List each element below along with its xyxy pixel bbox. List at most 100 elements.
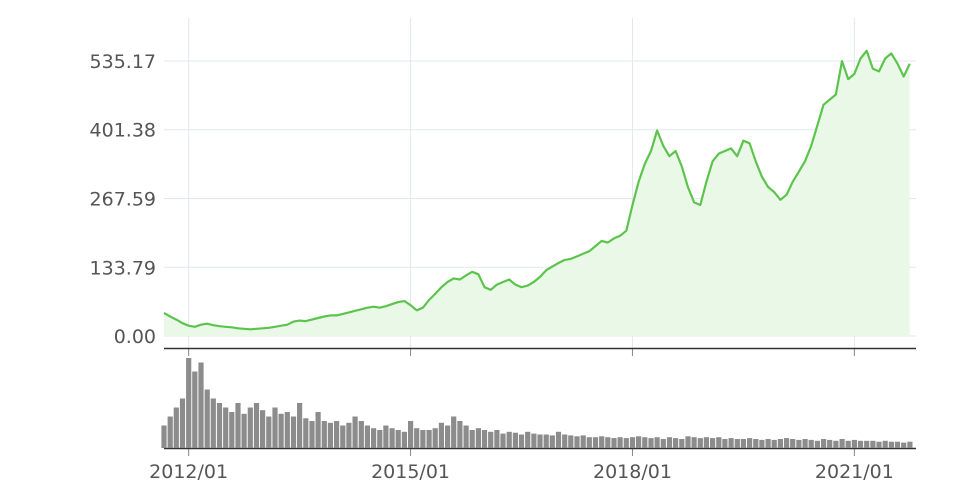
- x-tick-label: 2012/01: [149, 461, 228, 483]
- volume-bar: [679, 439, 685, 448]
- volume-bar: [851, 439, 857, 448]
- volume-bar: [605, 437, 611, 448]
- volume-bar: [648, 438, 654, 448]
- volume-bar: [586, 437, 592, 448]
- volume-bar: [845, 440, 851, 448]
- volume-bar: [716, 437, 722, 448]
- volume-bar: [568, 435, 574, 448]
- volume-bar: [481, 430, 488, 448]
- volume-bar: [457, 421, 463, 448]
- volume-bar: [882, 440, 888, 448]
- volume-bar: [223, 407, 229, 448]
- volume-bar: [580, 435, 586, 448]
- volume-bar: [173, 407, 179, 448]
- volume-bar: [260, 410, 266, 448]
- volume-bar: [747, 438, 753, 448]
- volume-bar: [278, 413, 284, 448]
- volume-bar: [673, 438, 679, 448]
- volume-bar: [740, 439, 746, 448]
- volume-bar: [334, 421, 340, 448]
- volume-bar: [549, 435, 555, 448]
- volume-bar: [728, 438, 734, 448]
- volume-bar: [623, 438, 629, 448]
- volume-bar: [876, 441, 882, 448]
- y-tick-label: 133.79: [90, 257, 156, 279]
- volume-bar: [284, 412, 290, 448]
- volume-bar: [488, 431, 494, 448]
- volume-bar: [802, 439, 808, 448]
- volume-bar: [186, 358, 192, 448]
- volume-bar: [432, 428, 438, 448]
- volume-bar: [204, 389, 210, 448]
- axes: [164, 347, 916, 456]
- volume-bar: [894, 441, 901, 448]
- volume-bar: [691, 437, 697, 448]
- volume-bar: [765, 439, 771, 448]
- volume-bar: [685, 436, 691, 448]
- x-tick-label: 2021/01: [815, 461, 894, 483]
- volume-bar: [469, 430, 475, 448]
- volume-bar: [506, 431, 512, 448]
- volume-bar: [888, 441, 894, 448]
- volume-bar: [383, 425, 389, 448]
- volume-bar: [543, 434, 549, 448]
- volume-bar: [389, 428, 395, 448]
- volume-bar: [796, 439, 802, 448]
- volume-bar: [512, 432, 518, 448]
- volume-bar: [703, 437, 709, 448]
- volume-bar: [229, 412, 235, 448]
- volume-bar: [870, 440, 876, 448]
- volume-bar: [216, 403, 223, 448]
- volume-bar: [426, 430, 432, 448]
- volume-bar: [247, 407, 253, 448]
- volume-bar: [377, 430, 383, 448]
- volume-bar: [494, 430, 500, 448]
- volume-bar: [463, 425, 469, 448]
- volume-bar: [161, 425, 167, 448]
- volume-bar: [784, 438, 790, 448]
- volume-bar: [710, 438, 716, 448]
- volume-bar: [210, 398, 216, 448]
- volume-bar: [562, 434, 568, 448]
- volume-bar: [771, 439, 777, 448]
- y-tick-label: 535.17: [90, 51, 156, 73]
- volume-bar: [697, 438, 703, 448]
- volume-bar: [346, 422, 352, 448]
- y-tick-label: 0.00: [114, 326, 156, 348]
- volume-bar: [364, 425, 370, 448]
- volume-bar: [777, 439, 783, 448]
- volume-bar: [235, 403, 241, 448]
- volume-bar: [839, 439, 845, 448]
- volume-bar: [555, 431, 562, 448]
- volume-bar: [629, 437, 636, 448]
- volume-bar: [722, 439, 728, 448]
- price-line: [163, 49, 911, 331]
- volume-bar: [790, 439, 796, 448]
- volume-bar: [857, 440, 864, 448]
- volume-bar: [654, 437, 660, 448]
- volume-bar: [438, 422, 444, 448]
- volume-bar: [642, 437, 648, 448]
- volume-bar: [827, 439, 833, 448]
- volume-bar: [833, 440, 839, 448]
- x-tick-label: 2015/01: [371, 461, 450, 483]
- volume-bar: [525, 431, 531, 448]
- volume-bar: [371, 428, 377, 448]
- volume-bar: [290, 416, 297, 448]
- volume-bar: [272, 407, 278, 448]
- volume-bar: [901, 442, 907, 448]
- volume-bar: [352, 416, 358, 448]
- volume-bar: [198, 362, 204, 448]
- volume-bar: [253, 403, 260, 448]
- volume-bar: [531, 433, 537, 448]
- volume-bar: [167, 416, 173, 448]
- volume-bar: [420, 430, 426, 448]
- volume-bar: [759, 439, 765, 448]
- volume-bar: [321, 421, 327, 448]
- volume-bar: [179, 398, 186, 448]
- volume-bar: [414, 428, 420, 448]
- volume-bar: [574, 436, 580, 448]
- volume-bar: [617, 437, 623, 448]
- volume-bar: [241, 413, 247, 448]
